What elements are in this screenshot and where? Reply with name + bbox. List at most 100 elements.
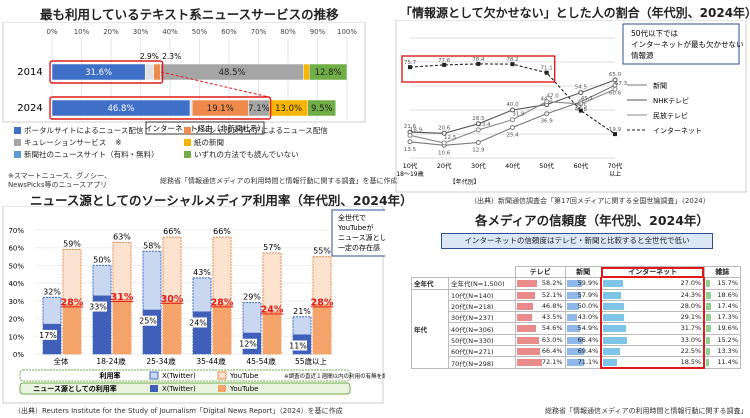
x-tick: 90% <box>310 28 326 36</box>
row-label: 50代(N=330) <box>448 333 516 347</box>
value-cell: 63.0% <box>515 333 566 347</box>
callout-text: インターネット経由（非新聞社系） <box>145 123 265 133</box>
value-cell: 17.3% <box>703 311 742 324</box>
value-cell: 15.7% <box>703 277 742 290</box>
value-label: 71.1% <box>577 358 599 367</box>
value-cell: 66.4% <box>515 345 566 358</box>
data-label: 59% <box>63 239 81 248</box>
bar-segment <box>144 63 155 81</box>
x-tick: 25-34歳 <box>146 356 176 366</box>
value-label: 66.4% <box>541 347 563 356</box>
x-tick: 100% <box>337 28 357 36</box>
data-point <box>408 65 412 70</box>
value-bar <box>603 314 625 322</box>
data-point <box>578 108 583 113</box>
value-bar <box>566 280 582 288</box>
value-label: 46.8% <box>541 301 563 310</box>
x-tick: 30代 <box>471 161 486 170</box>
panel4-title: 各メディアの信頼度（年代別、2024年） <box>475 213 709 228</box>
value-cell: 57.9% <box>564 288 602 301</box>
panel1-title: 最も利用しているテキスト系ニュースサービスの推移 <box>40 7 339 22</box>
row-label: 60代(N=271) <box>448 345 516 358</box>
label-bg <box>89 301 107 312</box>
x-tick-sub: 以上 <box>609 170 621 178</box>
x-tick: 30% <box>133 28 149 36</box>
value-cell: 72.1% <box>515 356 566 369</box>
value-label: 18.6% <box>717 290 738 299</box>
data-label-highlight: 30% <box>161 294 184 305</box>
value-bar <box>706 302 711 310</box>
legend-row1-label: 利用率 <box>100 371 121 380</box>
data-label: 12.5 <box>444 135 457 141</box>
value-label: 24.3% <box>680 290 702 299</box>
group-label: 全年代 <box>411 277 449 290</box>
value-label: 15.2% <box>717 335 738 344</box>
value-cell: 43.0% <box>564 311 602 324</box>
data-label: 45.1 <box>581 96 593 102</box>
label-bg <box>189 317 207 328</box>
row-label: 全年代(N=1,500) <box>448 277 516 290</box>
data-point <box>441 140 447 146</box>
data-label: 17% <box>39 331 57 340</box>
data-point <box>510 62 515 67</box>
data-label: 66% <box>213 227 231 236</box>
data-label: 50% <box>93 255 111 264</box>
data-point <box>442 62 447 67</box>
data-label: 63% <box>113 232 131 241</box>
callout-box <box>331 209 385 257</box>
panel3-title: ニュース源としてのソーシャルメディア利用率（年代別、2024年） <box>30 193 413 208</box>
callout-text: YouTubeが <box>337 223 373 232</box>
panel2-source: （出典）新聞通信調査会「第17回メディアに関する全国世論調査」（2024） <box>470 197 710 205</box>
value-label: 54.6% <box>541 324 563 333</box>
value-cell: 71.1% <box>564 356 602 369</box>
legend-row2-label: ニュース源としての利用率 <box>33 384 116 393</box>
y-tick: 50% <box>8 262 24 270</box>
value-bar <box>706 280 711 288</box>
data-label: 12.8% <box>315 68 342 78</box>
value-cell: 66.4% <box>564 333 602 347</box>
trust-row: 30代(N=237) 43.5% 43.0% 29.1% 17.3% <box>412 311 742 324</box>
value-bar <box>566 325 581 333</box>
y-tick: 30% <box>8 298 24 306</box>
data-label: 57.3 <box>615 81 628 87</box>
legend-label: X(Twitter) <box>162 385 196 393</box>
data-label: 13.5 <box>404 147 417 153</box>
data-label: 54.5 <box>575 85 588 91</box>
data-label: 28.5 <box>472 116 485 122</box>
data-label: 32% <box>43 287 61 296</box>
legend-label: 民放テレビ <box>653 111 688 120</box>
year-label: 2024 <box>17 103 42 114</box>
value-bar <box>566 302 580 310</box>
trust-row: 全年代 全年代(N=1,500) 58.2% 59.9% 27.0% 15.7% <box>411 277 742 290</box>
value-cell: 50.0% <box>564 299 602 313</box>
data-label: 75.7 <box>404 60 417 66</box>
data-point <box>510 125 515 131</box>
legend-portal: ポータルサイトによるニュース配信 <box>14 125 184 136</box>
callout-text: 全世代で <box>338 213 366 222</box>
data-label: 12% <box>239 340 257 349</box>
col-paper: 新聞 <box>564 265 602 279</box>
callout-box <box>622 23 740 65</box>
value-cell: 69.4% <box>564 345 602 358</box>
row-label: 20代(N=218) <box>448 299 516 313</box>
value-bar <box>706 314 711 322</box>
value-label: 15.7% <box>717 279 738 288</box>
callout-text: 一定の存在感 <box>338 243 380 252</box>
y-tick: 20% <box>8 316 24 324</box>
data-point <box>475 127 481 133</box>
data-label: 77.6 <box>438 58 451 64</box>
data-label: 78.2 <box>506 57 518 63</box>
data-label: 31.9 <box>512 112 525 118</box>
data-label: 9.5% <box>311 104 333 114</box>
trust-row: 40代(N=306) 54.6% 54.9% 31.7% 19.6% <box>412 322 742 335</box>
bar-segment <box>308 63 348 81</box>
col-tv: テレビ <box>515 265 566 279</box>
data-label: 58% <box>143 241 161 250</box>
data-label-highlight: 24% <box>261 304 284 315</box>
value-cell: 54.6% <box>515 322 566 335</box>
value-cell: 11.4% <box>703 356 742 369</box>
value-label: 17.4% <box>717 301 738 310</box>
data-label: 2.9% <box>140 52 159 61</box>
y-tick: 60% <box>8 245 24 253</box>
data-label: 2.3% <box>162 52 181 61</box>
